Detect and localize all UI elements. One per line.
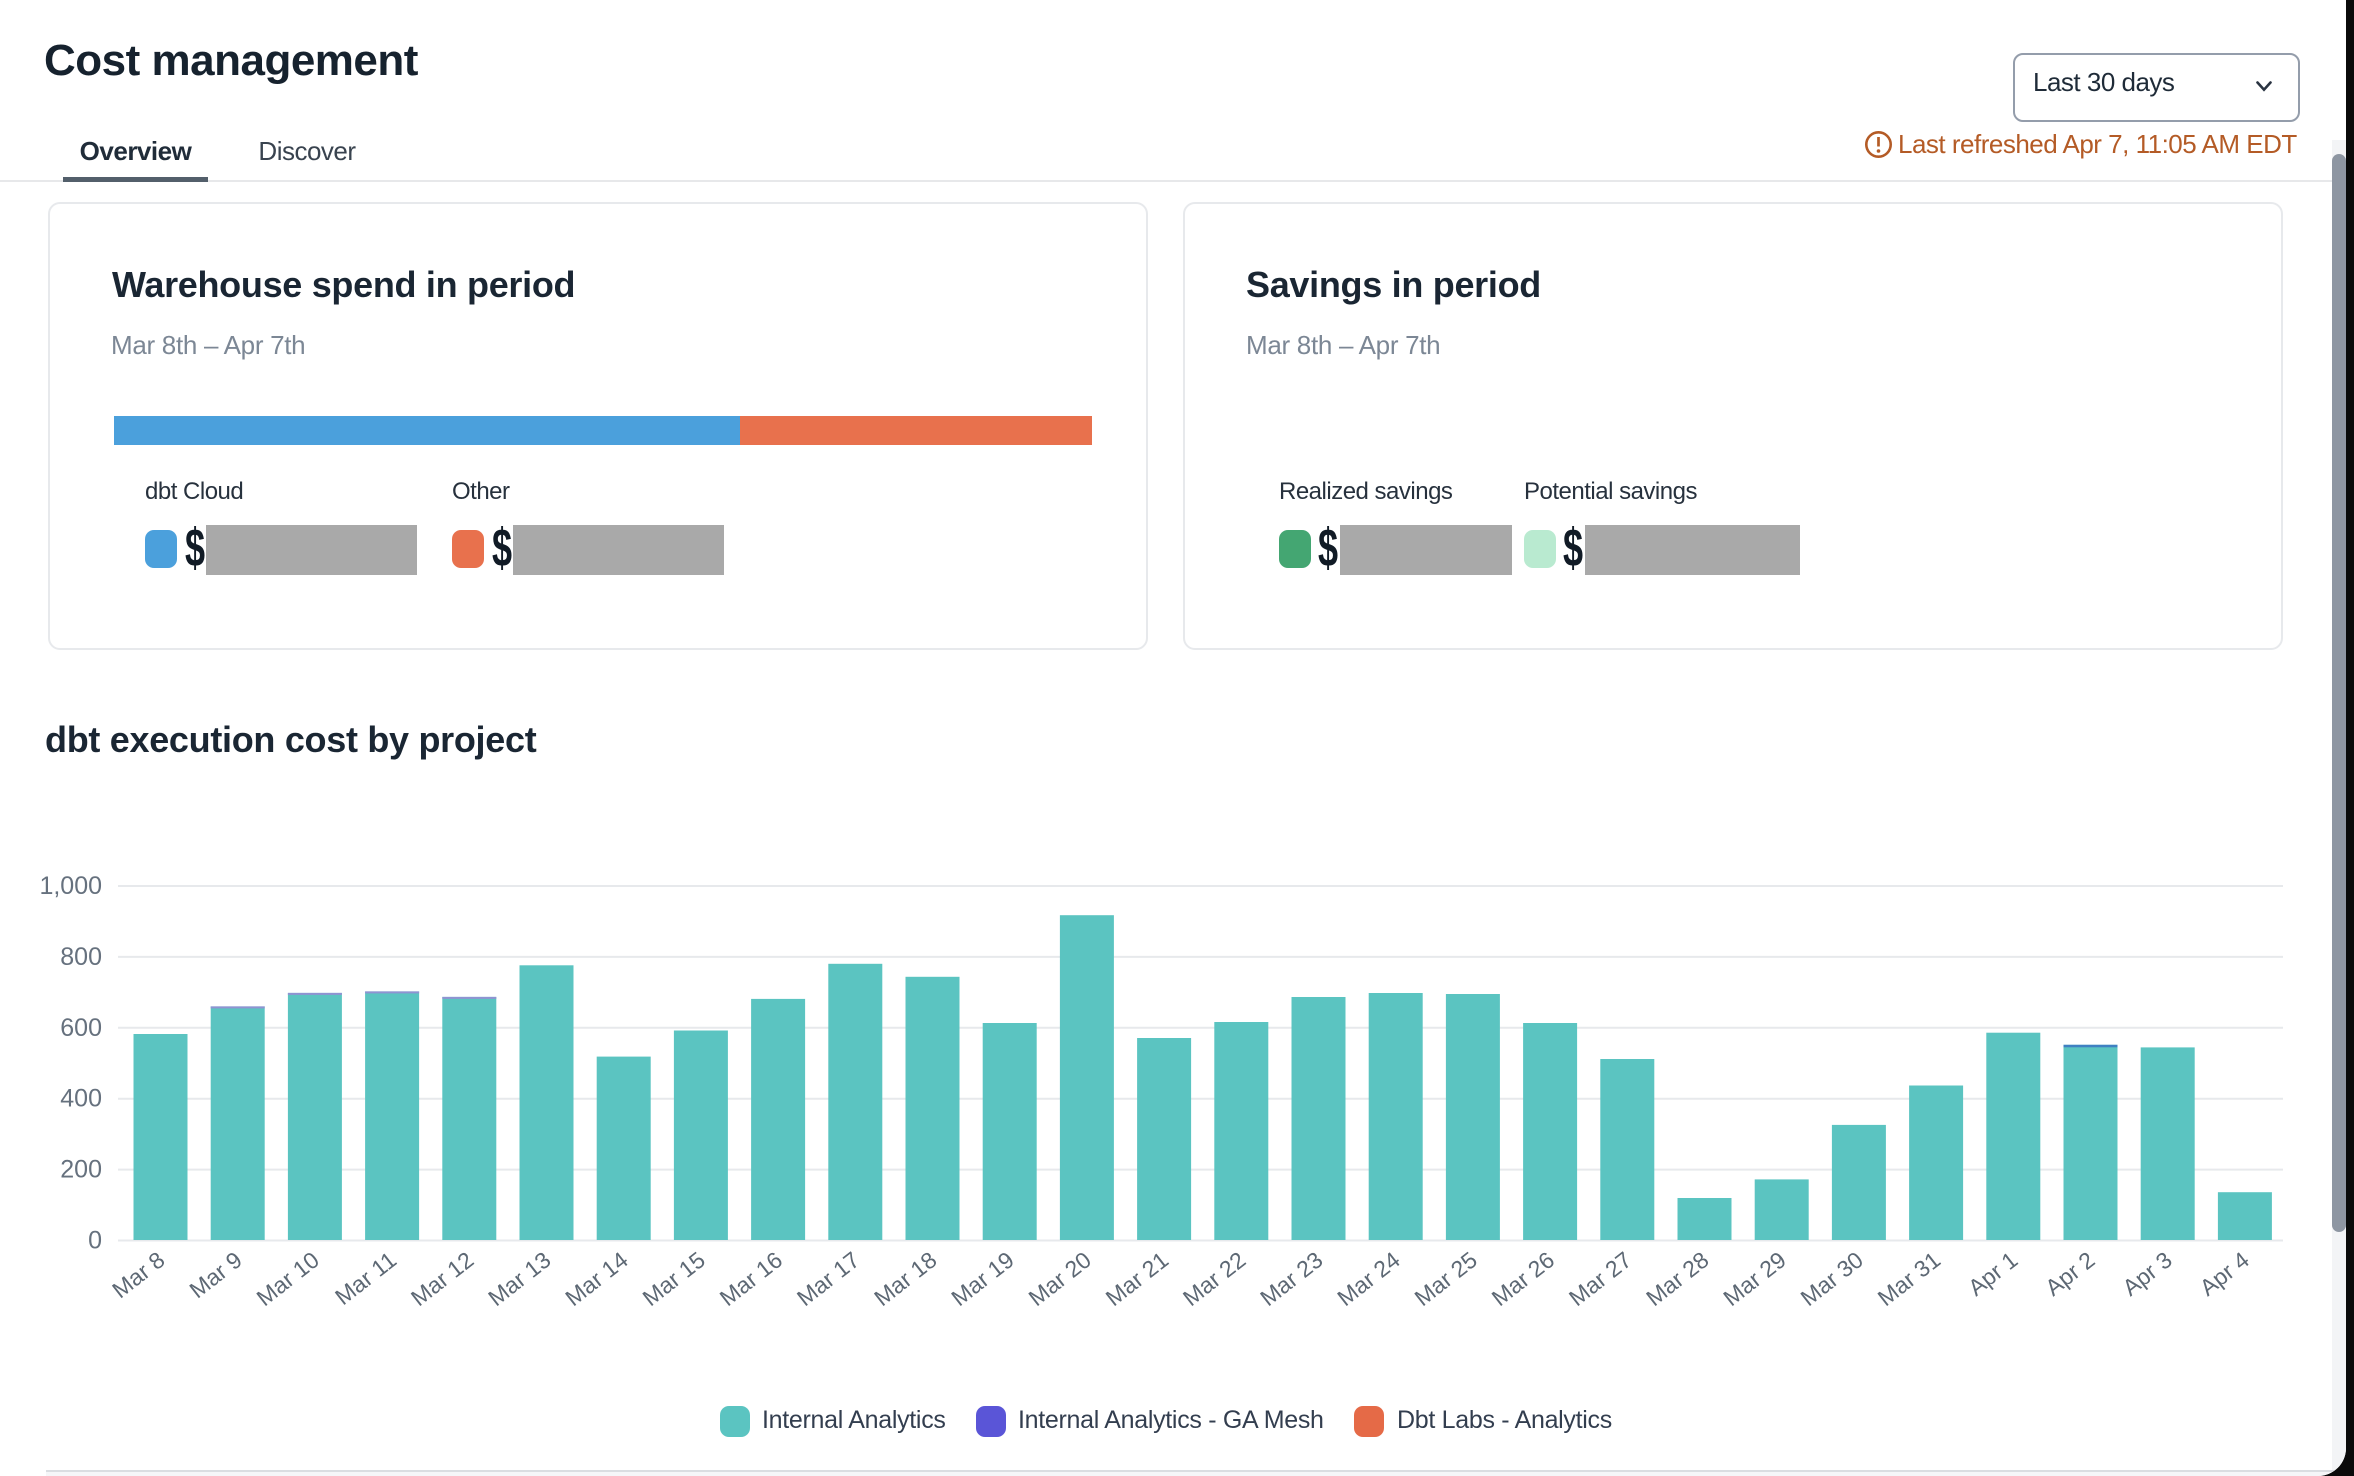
svg-text:Mar 22: Mar 22: [1178, 1246, 1250, 1311]
svg-text:Mar 25: Mar 25: [1410, 1246, 1482, 1311]
svg-text:Mar 13: Mar 13: [483, 1246, 555, 1311]
svg-text:Mar 30: Mar 30: [1796, 1246, 1868, 1311]
svg-text:Mar 21: Mar 21: [1101, 1246, 1173, 1311]
svg-text:Mar 10: Mar 10: [252, 1246, 324, 1311]
svg-text:Mar 27: Mar 27: [1564, 1246, 1636, 1311]
svg-text:Apr 2: Apr 2: [2040, 1246, 2099, 1300]
svg-text:1,000: 1,000: [39, 872, 102, 900]
svg-text:800: 800: [60, 943, 102, 971]
svg-text:Mar 26: Mar 26: [1487, 1246, 1559, 1311]
svg-text:Mar 11: Mar 11: [330, 1246, 401, 1310]
svg-text:Mar 28: Mar 28: [1641, 1246, 1713, 1311]
svg-text:Apr 3: Apr 3: [2117, 1246, 2176, 1300]
svg-text:Mar 8: Mar 8: [107, 1246, 169, 1303]
svg-text:Apr 1: Apr 1: [1963, 1246, 2022, 1300]
svg-text:Mar 23: Mar 23: [1255, 1246, 1327, 1311]
svg-text:Mar 14: Mar 14: [560, 1246, 633, 1311]
svg-text:Mar 29: Mar 29: [1718, 1246, 1790, 1311]
svg-text:Mar 15: Mar 15: [638, 1246, 710, 1311]
svg-text:Mar 19: Mar 19: [946, 1246, 1018, 1311]
svg-text:Mar 16: Mar 16: [715, 1246, 787, 1311]
svg-text:Mar 9: Mar 9: [184, 1246, 246, 1303]
svg-text:600: 600: [60, 1014, 102, 1042]
svg-text:Mar 20: Mar 20: [1024, 1246, 1096, 1311]
svg-text:Mar 18: Mar 18: [869, 1246, 941, 1311]
svg-text:400: 400: [60, 1085, 102, 1113]
svg-text:Mar 31: Mar 31: [1873, 1246, 1945, 1311]
svg-text:Apr 4: Apr 4: [2195, 1246, 2254, 1300]
svg-text:Mar 24: Mar 24: [1332, 1246, 1405, 1311]
svg-text:Mar 17: Mar 17: [792, 1246, 864, 1311]
svg-text:Mar 12: Mar 12: [406, 1246, 478, 1311]
svg-text:200: 200: [60, 1156, 102, 1184]
svg-text:0: 0: [88, 1227, 102, 1255]
